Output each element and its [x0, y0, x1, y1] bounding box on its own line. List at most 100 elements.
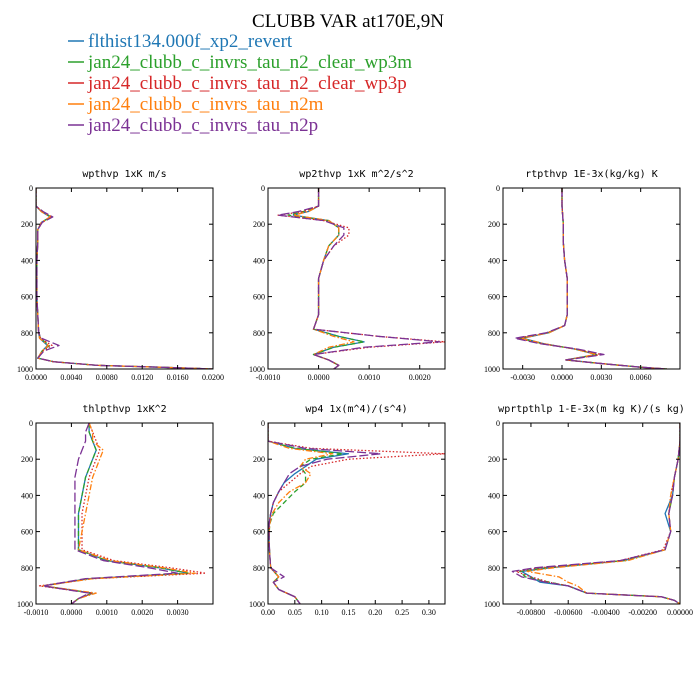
y-tick-label: 800 [488, 329, 500, 338]
y-tick-label: 400 [488, 491, 500, 500]
legend-label: flthist134.000f_xp2_revert [88, 31, 293, 52]
series-line [36, 188, 213, 369]
series-line [42, 423, 189, 604]
y-tick-label: 400 [253, 491, 265, 500]
plot-frame [502, 422, 681, 605]
x-tick-label: 0.15 [341, 608, 355, 617]
legend-label: jan24_clubb_c_invrs_tau_n2_clear_wp3p [87, 73, 407, 94]
plot-frame [35, 187, 214, 370]
y-tick-label: 1000 [17, 600, 33, 609]
y-tick-label: 0 [29, 184, 33, 193]
x-tick-label: 0.0030 [167, 608, 189, 617]
series-line [268, 423, 334, 604]
y-tick-label: 0 [261, 184, 265, 193]
x-tick-label: 0.0020 [409, 373, 431, 382]
figure-title: CLUBB VAR at170E,9N [252, 11, 444, 32]
legend-entry: jan24_clubb_c_invrs_tau_n2p [68, 115, 318, 136]
legend-label: jan24_clubb_c_invrs_tau_n2m [87, 94, 324, 115]
x-tick-label: 0.0030 [590, 373, 612, 382]
chart-panel: wprtpthlp 1-E-3x(m kg K)/(s kg) 0 200 400 60… [484, 404, 693, 617]
y-tick-label: 0 [496, 184, 500, 193]
series-group [511, 423, 680, 604]
x-tick-label: 0.0000 [551, 373, 573, 382]
chart-panel: thlpthvp 1xK^2 0 200 400 600 800 1000-0.0010 0.… [17, 404, 214, 617]
legend: flthist134.000f_xp2_revertjan24_clubb_c_… [68, 31, 412, 136]
x-tick-label: 0.0040 [60, 373, 82, 382]
x-tick-label: -0.0030 [510, 373, 535, 382]
y-tick-label: 200 [21, 220, 33, 229]
series-group [277, 188, 445, 369]
panel-title: wpthvp 1xK m/s [82, 169, 166, 180]
y-tick-label: 0 [261, 419, 265, 428]
panel-title: thlpthvp 1xK^2 [82, 404, 166, 415]
x-tick-label: -0.00200 [628, 608, 657, 617]
y-tick-label: 600 [488, 528, 500, 537]
y-tick-label: 600 [488, 293, 500, 302]
series-group [268, 423, 445, 604]
series-line [42, 423, 179, 604]
y-tick-label: 1000 [249, 600, 265, 609]
x-tick-label: 0.10 [315, 608, 329, 617]
legend-entry: jan24_clubb_c_invrs_tau_n2_clear_wp3m [68, 52, 412, 73]
x-tick-label: 0.0120 [131, 373, 153, 382]
y-tick-label: 400 [21, 491, 33, 500]
y-tick-label: 0 [29, 419, 33, 428]
x-tick-label: 0.20 [368, 608, 382, 617]
y-tick-label: 200 [253, 455, 265, 464]
y-tick-label: 200 [488, 220, 500, 229]
legend-label: jan24_clubb_c_invrs_tau_n2p [87, 115, 318, 136]
series-group [38, 423, 207, 604]
y-tick-label: 800 [21, 564, 33, 573]
x-tick-label: 0.00 [261, 608, 275, 617]
x-tick-label: 0.0000 [308, 373, 330, 382]
x-tick-label: 0.0080 [96, 373, 118, 382]
x-tick-label: 0.0020 [131, 608, 153, 617]
y-tick-label: 600 [21, 528, 33, 537]
legend-entry: flthist134.000f_xp2_revert [68, 31, 293, 52]
y-tick-label: 1000 [249, 365, 265, 374]
series-line [277, 188, 441, 369]
y-tick-label: 600 [253, 528, 265, 537]
x-tick-label: -0.00400 [591, 608, 620, 617]
plot-frame [502, 187, 681, 370]
x-tick-label: 0.00000 [667, 608, 693, 617]
y-tick-label: 800 [21, 329, 33, 338]
panel-title: wp4 1x(m^4)/(s^4) [305, 404, 407, 415]
y-tick-label: 200 [253, 220, 265, 229]
x-tick-label: 0.0200 [202, 373, 224, 382]
x-tick-label: -0.00600 [554, 608, 583, 617]
series-line [514, 188, 667, 369]
x-tick-label: 0.30 [422, 608, 436, 617]
chart-panel: wp2thvp 1xK m^2/s^2 0 200 400 600 800 1000-0.0… [249, 169, 446, 382]
x-tick-label: 0.05 [288, 608, 302, 617]
series-line [511, 423, 680, 604]
legend-entry: jan24_clubb_c_invrs_tau_n2_clear_wp3p [68, 73, 407, 94]
y-tick-label: 600 [253, 293, 265, 302]
y-tick-label: 1000 [484, 600, 500, 609]
y-tick-label: 400 [253, 256, 265, 265]
x-tick-label: -0.0010 [24, 608, 49, 617]
plot-frame [35, 422, 214, 605]
chart-panel: rtpthvp 1E-3x(kg/kg) K 0 200 400 600 800 1000 -… [484, 169, 681, 382]
panel-title: rtpthvp 1E-3x(kg/kg) K [525, 169, 657, 180]
legend-label: jan24_clubb_c_invrs_tau_n2_clear_wp3m [87, 52, 412, 73]
y-tick-label: 800 [253, 329, 265, 338]
y-tick-label: 400 [488, 256, 500, 265]
x-tick-label: -0.00800 [517, 608, 546, 617]
y-tick-label: 800 [488, 564, 500, 573]
series-group [36, 188, 213, 369]
y-tick-label: 200 [21, 455, 33, 464]
series-group [514, 188, 667, 369]
y-tick-label: 800 [253, 564, 265, 573]
y-tick-label: 200 [488, 455, 500, 464]
plot-frame [267, 187, 446, 370]
x-tick-label: -0.0010 [256, 373, 281, 382]
x-tick-label: 0.0000 [60, 608, 82, 617]
legend-entry: jan24_clubb_c_invrs_tau_n2m [68, 94, 324, 115]
x-tick-label: 0.25 [395, 608, 409, 617]
series-line [268, 423, 382, 604]
